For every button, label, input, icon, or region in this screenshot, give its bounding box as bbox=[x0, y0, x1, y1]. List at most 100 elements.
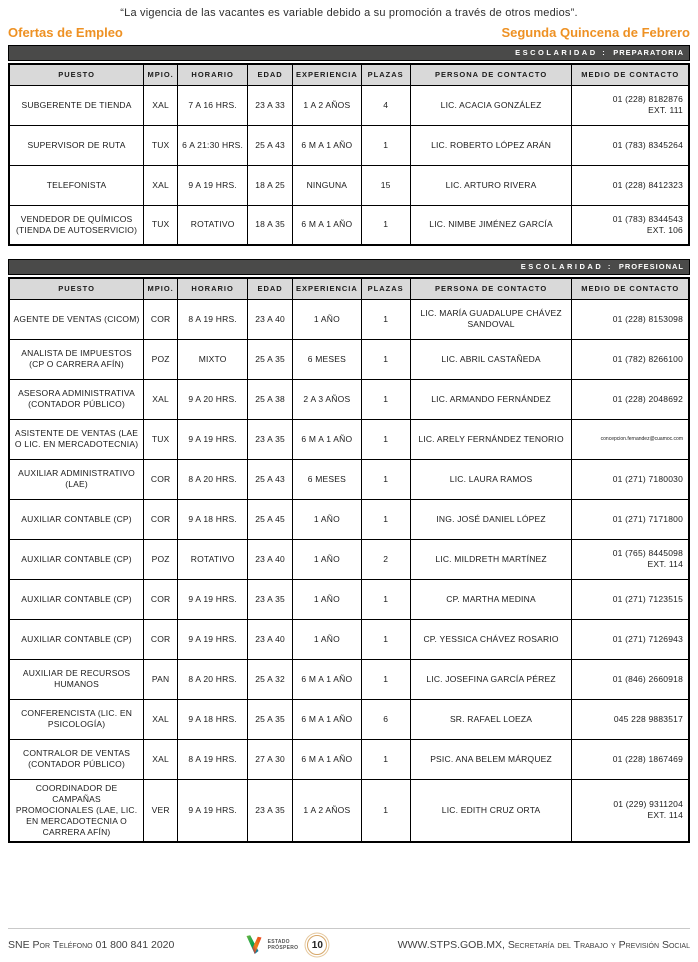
cell-puesto: ANALISTA DE IMPUESTOS (CP O CARRERA AFÍN… bbox=[8, 338, 145, 380]
cell-edad: 25 A 43 bbox=[247, 458, 294, 500]
cell-horario: 8 A 19 HRS. bbox=[177, 738, 249, 780]
jobs-table-profesional: PUESTO MPIO. HORARIO EDAD EXPERIENCIA PLAZAS P… bbox=[8, 277, 690, 843]
footer-website: WWW.STPS.GOB.MX, Secretaría del Trabajo … bbox=[397, 939, 690, 951]
cell-mpio: COR bbox=[143, 618, 179, 660]
cell-plazas: 1 bbox=[360, 204, 411, 246]
cell-contacto: ING. JOSÉ DANIEL LÓPEZ bbox=[409, 498, 573, 540]
table-row: AGENTE DE VENTAS (CICOM) COR 8 A 19 HRS. 23… bbox=[8, 298, 690, 340]
table-row: ASISTENTE DE VENTAS (LAE O LIC. EN MERCA… bbox=[8, 418, 690, 460]
table-row: VENDEDOR DE QUÍMICOS (TIENDA DE AUTOSERV… bbox=[8, 204, 690, 246]
estado-prospero-logo-text: ESTADO PRÓSPERO bbox=[267, 939, 299, 951]
column-header-puesto: PUESTO bbox=[8, 277, 145, 300]
cell-edad: 25 A 35 bbox=[247, 338, 294, 380]
cell-contacto: LIC. ABRIL CASTAÑEDA bbox=[409, 338, 573, 380]
cell-contacto: LIC. EDITH CRUZ ORTA bbox=[409, 778, 573, 842]
cell-puesto: AUXILIAR CONTABLE (CP) bbox=[8, 618, 145, 660]
cell-contacto: LIC. ACACIA GONZÁLEZ bbox=[409, 84, 573, 126]
cell-edad: 23 A 40 bbox=[247, 298, 294, 340]
table-section-preparatoria: ESCOLARIDAD : PREPARATORIA PUESTO MPIO. HOR… bbox=[8, 45, 690, 246]
cell-contacto: LIC. ARELY FERNÁNDEZ TENORIO bbox=[409, 418, 573, 460]
cell-edad: 25 A 43 bbox=[247, 124, 294, 166]
table-row: CONFERENCISTA (LIC. EN PSICOLOGÍA) XAL 9 A… bbox=[8, 698, 690, 740]
cell-puesto: AUXILIAR CONTABLE (CP) bbox=[8, 578, 145, 620]
cell-contacto: LIC. ROBERTO LÓPEZ ARÁN bbox=[409, 124, 573, 166]
table-row: AUXILIAR DE RECURSOS HUMANOS PAN 8 A 20 HR… bbox=[8, 658, 690, 700]
schooling-bar: ESCOLARIDAD : PREPARATORIA bbox=[8, 45, 690, 61]
column-header-mpio: MPIO. bbox=[143, 277, 179, 300]
table-row: AUXILIAR ADMINISTRATIVO (LAE) COR 8 A 20 H… bbox=[8, 458, 690, 500]
page-number-badge: 10 bbox=[307, 935, 328, 955]
cell-medio: 01 (271) 7123515 bbox=[571, 578, 690, 620]
cell-medio: 01 (782) 8266100 bbox=[571, 338, 690, 380]
column-header-medio: MEDIO DE CONTACTO bbox=[571, 63, 690, 86]
cell-edad: 25 A 38 bbox=[247, 378, 294, 420]
cell-edad: 23 A 35 bbox=[247, 578, 294, 620]
column-header-plazas: PLAZAS bbox=[360, 277, 411, 300]
cell-edad: 23 A 40 bbox=[247, 618, 294, 660]
cell-experiencia: 1 A 2 AÑOS bbox=[292, 84, 362, 126]
cell-edad: 23 A 35 bbox=[247, 418, 294, 460]
table-row: AUXILIAR CONTABLE (CP) POZ ROTATIVO 23 A 40… bbox=[8, 538, 690, 580]
cell-medio: 01 (271) 7180030 bbox=[571, 458, 690, 500]
table-row: AUXILIAR CONTABLE (CP) COR 9 A 19 HRS. 23 A… bbox=[8, 618, 690, 660]
cell-experiencia: 1 A 2 AÑOS bbox=[292, 778, 362, 842]
cell-puesto: VENDEDOR DE QUÍMICOS (TIENDA DE AUTOSERV… bbox=[8, 204, 145, 246]
cell-plazas: 1 bbox=[360, 658, 411, 700]
cell-contacto: LIC. MARÍA GUADALUPE CHÁVEZ SANDOVAL bbox=[409, 298, 573, 340]
cell-plazas: 1 bbox=[360, 298, 411, 340]
cell-plazas: 1 bbox=[360, 458, 411, 500]
jobs-table-preparatoria: PUESTO MPIO. HORARIO EDAD EXPERIENCIA PLAZAS P… bbox=[8, 63, 690, 246]
column-header-contacto: PERSONA DE CONTACTO bbox=[409, 277, 573, 300]
estado-prospero-logo-icon bbox=[246, 935, 262, 954]
column-header-puesto: PUESTO bbox=[8, 63, 145, 86]
column-header-edad: EDAD bbox=[247, 277, 294, 300]
cell-medio: 01 (846) 2660918 bbox=[571, 658, 690, 700]
cell-puesto: AUXILIAR CONTABLE (CP) bbox=[8, 538, 145, 580]
cell-plazas: 2 bbox=[360, 538, 411, 580]
cell-plazas: 1 bbox=[360, 338, 411, 380]
cell-medio: 01 (228) 8412323 bbox=[571, 164, 690, 206]
table-row: AUXILIAR CONTABLE (CP) COR 9 A 19 HRS. 23 A… bbox=[8, 578, 690, 620]
title-row: Ofertas de Empleo Segunda Quincena de Fe… bbox=[8, 25, 690, 40]
column-header-horario: HORARIO bbox=[177, 277, 249, 300]
page-footer: SNE Por Teléfono 01 800 841 2020 ESTADO … bbox=[8, 928, 690, 956]
cell-puesto: CONTRALOR DE VENTAS (CONTADOR PÚBLICO) bbox=[8, 738, 145, 780]
cell-experiencia: 1 AÑO bbox=[292, 578, 362, 620]
cell-contacto: LIC. MILDRETH MARTÍNEZ bbox=[409, 538, 573, 580]
table-row: TELEFONISTA XAL 9 A 19 HRS. 18 A 25 NINGUNA 1… bbox=[8, 164, 690, 206]
page-quote: “La vigencia de las vacantes es variable… bbox=[120, 7, 578, 19]
cell-mpio: COR bbox=[143, 498, 179, 540]
page-number: 10 bbox=[311, 939, 323, 951]
cell-puesto: AGENTE DE VENTAS (CICOM) bbox=[8, 298, 145, 340]
column-header-plazas: PLAZAS bbox=[360, 63, 411, 86]
cell-plazas: 1 bbox=[360, 124, 411, 166]
cell-plazas: 1 bbox=[360, 418, 411, 460]
cell-contacto: LIC. NIMBE JIMÉNEZ GARCÍA bbox=[409, 204, 573, 246]
cell-horario: 9 A 18 HRS. bbox=[177, 498, 249, 540]
cell-horario: 6 A 21:30 HRS. bbox=[177, 124, 249, 166]
cell-horario: ROTATIVO bbox=[177, 204, 249, 246]
cell-plazas: 1 bbox=[360, 618, 411, 660]
table-gap bbox=[8, 246, 690, 259]
schooling-label: ESCOLARIDAD : bbox=[515, 48, 608, 57]
cell-puesto: CONFERENCISTA (LIC. EN PSICOLOGÍA) bbox=[8, 698, 145, 740]
cell-mpio: COR bbox=[143, 458, 179, 500]
cell-puesto: ASISTENTE DE VENTAS (LAE O LIC. EN MERCA… bbox=[8, 418, 145, 460]
cell-mpio: VER bbox=[143, 778, 179, 842]
cell-horario: 8 A 20 HRS. bbox=[177, 458, 249, 500]
schooling-label: ESCOLARIDAD : bbox=[520, 262, 613, 271]
cell-edad: 27 A 30 bbox=[247, 738, 294, 780]
cell-mpio: XAL bbox=[143, 84, 179, 126]
header-row: PUESTO MPIO. HORARIO EDAD EXPERIENCIA PLAZAS P… bbox=[8, 277, 690, 300]
cell-contacto: LIC. ARTURO RIVERA bbox=[409, 164, 573, 206]
cell-experiencia: 1 AÑO bbox=[292, 298, 362, 340]
cell-experiencia: 6 M A 1 AÑO bbox=[292, 698, 362, 740]
cell-horario: 8 A 19 HRS. bbox=[177, 298, 249, 340]
cell-experiencia: 6 MESES bbox=[292, 458, 362, 500]
cell-horario: 9 A 19 HRS. bbox=[177, 164, 249, 206]
cell-experiencia: 6 M A 1 AÑO bbox=[292, 738, 362, 780]
cell-plazas: 1 bbox=[360, 778, 411, 842]
cell-edad: 23 A 33 bbox=[247, 84, 294, 126]
cell-medio: 01 (228) 2048692 bbox=[571, 378, 690, 420]
